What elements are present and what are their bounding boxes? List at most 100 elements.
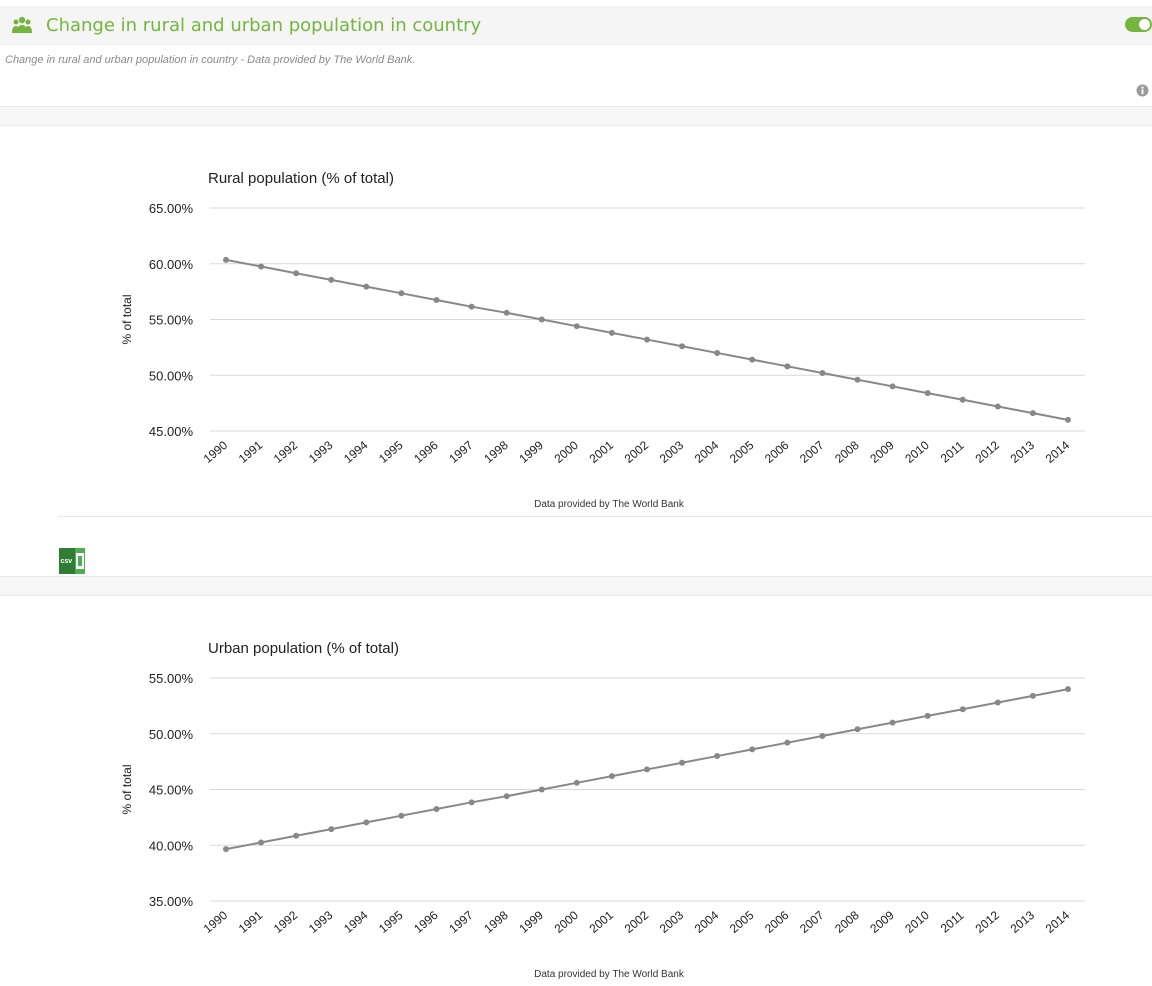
x-tick-label: 2014 (1043, 438, 1073, 466)
data-point (504, 793, 510, 799)
x-axis-label: Data provided by The World Bank (534, 499, 685, 510)
toggle-knob (1139, 19, 1150, 30)
x-tick-label: 1990 (201, 908, 231, 936)
data-point (644, 337, 650, 343)
info-icon[interactable] (1136, 84, 1149, 97)
x-tick-label: 2007 (797, 908, 827, 936)
x-tick-label: 2012 (973, 908, 1003, 936)
x-tick-label: 2003 (657, 438, 687, 466)
data-point (398, 290, 404, 296)
data-point (293, 270, 299, 276)
rural-population-chart: Rural population (% of total) 45.00% 50.00… (0, 150, 1152, 520)
y-tick-label: 40.00% (149, 838, 194, 853)
data-point (328, 277, 334, 283)
x-tick-label: 2006 (762, 438, 792, 466)
data-point (469, 304, 475, 310)
data-point (574, 323, 580, 329)
data-point (1030, 410, 1036, 416)
data-point (1065, 417, 1071, 423)
y-tick-label: 45.00% (149, 783, 194, 798)
data-point (995, 403, 1001, 409)
x-tick-label: 2004 (692, 908, 722, 936)
x-tick-label: 1992 (271, 908, 301, 936)
x-tick-label: 1998 (481, 908, 511, 936)
data-point (363, 284, 369, 290)
y-tick-label: 50.00% (149, 368, 194, 383)
x-tick-label: 2005 (727, 438, 757, 466)
data-point (644, 766, 650, 772)
data-point (925, 713, 931, 719)
users-icon (12, 16, 32, 34)
x-tick-label: 2002 (622, 438, 652, 466)
data-point (258, 264, 264, 270)
x-tick-label: 1991 (236, 908, 266, 936)
data-point (328, 826, 334, 832)
chart-title: Urban population (% of total) (208, 640, 399, 657)
data-point (609, 773, 615, 779)
data-point (855, 377, 861, 383)
data-point (293, 833, 299, 839)
y-tick-label: 55.00% (149, 671, 194, 686)
urban-population-svg: Urban population (% of total) 35.00% 40.00… (0, 620, 1152, 981)
x-tick-label: 2010 (902, 438, 932, 466)
x-tick-label: 2000 (552, 438, 582, 466)
data-point (855, 726, 861, 732)
section-divider (0, 576, 1152, 596)
x-tick-label: 2010 (902, 908, 932, 936)
urban-population-chart: Urban population (% of total) 35.00% 40.00… (0, 620, 1152, 981)
y-tick-label: 65.00% (149, 201, 194, 216)
data-point (925, 390, 931, 396)
y-tick-label: 50.00% (149, 727, 194, 742)
data-point (784, 363, 790, 369)
x-tick-label: 1993 (306, 438, 336, 466)
x-tick-label: 2012 (973, 438, 1003, 466)
x-tick-label: 1992 (271, 438, 301, 466)
data-point (223, 257, 229, 263)
data-point (714, 350, 720, 356)
x-tick-label: 2013 (1008, 438, 1038, 466)
y-tick-label: 60.00% (149, 257, 194, 272)
x-tick-label: 2014 (1043, 908, 1073, 936)
widget-subtitle: Change in rural and urban population in … (5, 54, 415, 66)
widget-toggle[interactable] (1125, 17, 1152, 32)
x-tick-label: 1994 (341, 908, 371, 936)
data-point (995, 700, 1001, 706)
data-point (819, 370, 825, 376)
x-tick-label: 1995 (376, 438, 406, 466)
x-tick-label: 2008 (832, 908, 862, 936)
data-point (609, 330, 615, 336)
x-tick-label: 1995 (376, 908, 406, 936)
data-point (1030, 693, 1036, 699)
data-point (679, 760, 685, 766)
x-tick-label: 1993 (306, 908, 336, 936)
x-tick-label: 2009 (867, 438, 897, 466)
data-point (539, 787, 545, 793)
widget-title: Change in rural and urban population in … (46, 15, 481, 36)
x-tick-label: 2001 (587, 438, 617, 466)
x-tick-label: 2005 (727, 908, 757, 936)
data-point (258, 839, 264, 845)
data-point (749, 357, 755, 363)
data-point (434, 297, 440, 303)
x-tick-label: 2003 (657, 908, 687, 936)
data-point (960, 397, 966, 403)
y-tick-label: 55.00% (149, 313, 194, 328)
chart-separator (58, 516, 1152, 517)
x-tick-label: 2004 (692, 438, 722, 466)
x-tick-label: 1998 (481, 438, 511, 466)
data-point (960, 706, 966, 712)
x-tick-label: 1994 (341, 438, 371, 466)
x-tick-label: 1997 (446, 908, 476, 936)
rural-population-svg: Rural population (% of total) 45.00% 50.00… (0, 150, 1152, 520)
x-tick-label: 2007 (797, 438, 827, 466)
data-point (890, 383, 896, 389)
x-tick-label: 1996 (411, 908, 441, 936)
data-point (714, 753, 720, 759)
data-point (434, 806, 440, 812)
widget-header: Change in rural and urban population in … (0, 6, 1152, 45)
data-point (398, 813, 404, 819)
chart-title: Rural population (% of total) (208, 170, 394, 187)
x-tick-label: 1997 (446, 438, 476, 466)
x-tick-label: 2009 (867, 908, 897, 936)
csv-export-icon[interactable]: csv (56, 547, 88, 575)
